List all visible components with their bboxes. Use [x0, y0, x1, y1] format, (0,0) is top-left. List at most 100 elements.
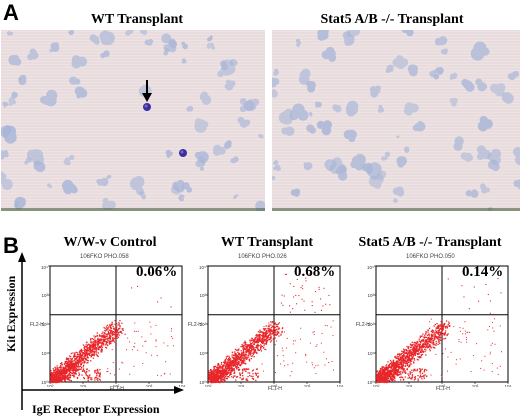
x-tick-label: 10¹ [80, 384, 87, 387]
colony-blob [27, 48, 39, 61]
colony-blob [125, 30, 134, 36]
event-dots [208, 273, 334, 384]
colony-blob [343, 129, 357, 143]
colony-blob [470, 41, 490, 61]
colony-blob [224, 140, 232, 150]
colony-blob [507, 70, 520, 81]
plot-3-percent: 0.14% [462, 264, 504, 280]
plot-3-y-axis-label: FL2-H [356, 322, 370, 328]
x-tick-label: 10⁰ [47, 384, 54, 387]
x-tick-label: 10³ [304, 384, 311, 387]
y-tick-label: 10² [199, 322, 206, 327]
colony-blob [332, 104, 342, 113]
colony-blob [8, 54, 22, 66]
colony-blob [433, 67, 444, 80]
colony-blob [316, 120, 333, 136]
colony-blob [303, 162, 313, 171]
event-dots [376, 277, 503, 384]
y-axis-arrow [18, 252, 26, 410]
colony-blob [224, 79, 236, 91]
x-tick-label: 10³ [472, 384, 479, 387]
colony-blob [396, 156, 408, 168]
colony-blob [298, 68, 311, 85]
colony-blob [381, 151, 391, 161]
colony-blob [385, 64, 394, 74]
colony-blob [272, 89, 278, 98]
colony-blob [100, 50, 110, 59]
flow-plot-3: 106FKO PHO.050 10⁰ 10⁰ 10¹ 10¹ 10² 10² 10³ 10³ 1… [354, 254, 516, 394]
colony-blob [401, 30, 414, 37]
colony-blob [50, 42, 60, 53]
x-tick-label: 10⁴ [179, 384, 186, 387]
y-tick-label: 10² [367, 322, 374, 327]
plot-1-file-label: 106FKO PHO.058 [80, 254, 129, 260]
colony-blob [392, 55, 409, 69]
plot-1-y-axis-label: FL2-H [30, 322, 44, 328]
plot-1-percent: 0.06% [136, 264, 178, 280]
colony-blob [369, 85, 381, 98]
colony-blob [479, 183, 490, 194]
plot-2-percent: 0.68% [294, 264, 336, 280]
colony-blob [290, 188, 301, 197]
x-axis-arrow [22, 386, 184, 394]
colony-blob [89, 34, 100, 45]
colony-blob [489, 82, 506, 97]
micrograph-wt [1, 30, 265, 211]
plot-1-x-axis-label: FL1-H [110, 386, 124, 392]
plot-3-title: Stat5 A/B -/- Transplant [358, 235, 502, 250]
colony-blob [68, 30, 74, 36]
colony-blob [18, 74, 27, 86]
colony-blob [69, 76, 81, 85]
colony-blob [8, 96, 17, 106]
colony-blob [186, 105, 194, 112]
colony-blob [314, 101, 322, 108]
y-tick-label: 10⁰ [367, 380, 374, 385]
colony-blob [512, 147, 520, 166]
y-tick-label: 10⁰ [41, 380, 48, 385]
plot-1-title: W/W-v Control [63, 235, 157, 250]
colony-blob [476, 145, 491, 161]
colony-blob [289, 103, 309, 121]
colony-blob [440, 48, 448, 55]
colony-blob [233, 194, 239, 200]
colony-blob [308, 111, 313, 117]
colony-blob [362, 162, 373, 175]
x-tick-label: 10² [113, 384, 120, 387]
colony-blob [198, 155, 205, 164]
colony-blob [212, 144, 226, 156]
colony-blob [2, 125, 17, 144]
colony-blob [460, 152, 474, 162]
colony-blob [14, 201, 19, 208]
plot-2-y-axis-label: FL2-H [188, 322, 202, 328]
colony-blob [71, 55, 88, 69]
y-tick-label: 10³ [367, 293, 374, 298]
colony-blob [273, 68, 280, 76]
x-tick-label: 10⁰ [205, 384, 212, 387]
colony-blob [273, 164, 281, 172]
y-tick-label: 10¹ [41, 351, 48, 356]
y-tick-label: 10⁴ [367, 265, 374, 270]
plot-2-title: WT Transplant [220, 235, 314, 250]
colony-blob [199, 91, 212, 105]
colony-blob [61, 179, 78, 195]
flow-plot-1: 106FKO PHO.058 10⁰ 10⁰ 10¹ 10¹ 10² 10² 10³ 10³ 1… [28, 254, 190, 394]
colony-blob [453, 136, 464, 152]
colony-blob [295, 38, 302, 47]
colony-blob [47, 183, 53, 188]
colony-blob [342, 31, 355, 47]
colony-blob [181, 41, 188, 50]
colony-blob [161, 33, 177, 49]
x-tick-label: 10⁴ [337, 384, 344, 387]
colony-blob [306, 124, 317, 134]
colony-blob [407, 64, 418, 77]
colony-blob [258, 133, 264, 139]
y-tick-label: 10³ [199, 293, 206, 298]
colony-blob [1, 150, 9, 160]
colony-blob [1, 171, 13, 191]
colony-blob [194, 118, 209, 133]
colony-blob [396, 135, 400, 139]
y-tick-label: 10³ [41, 293, 48, 298]
colony-blob [237, 116, 251, 128]
colony-blob [306, 80, 316, 93]
colony-blob [206, 42, 216, 50]
